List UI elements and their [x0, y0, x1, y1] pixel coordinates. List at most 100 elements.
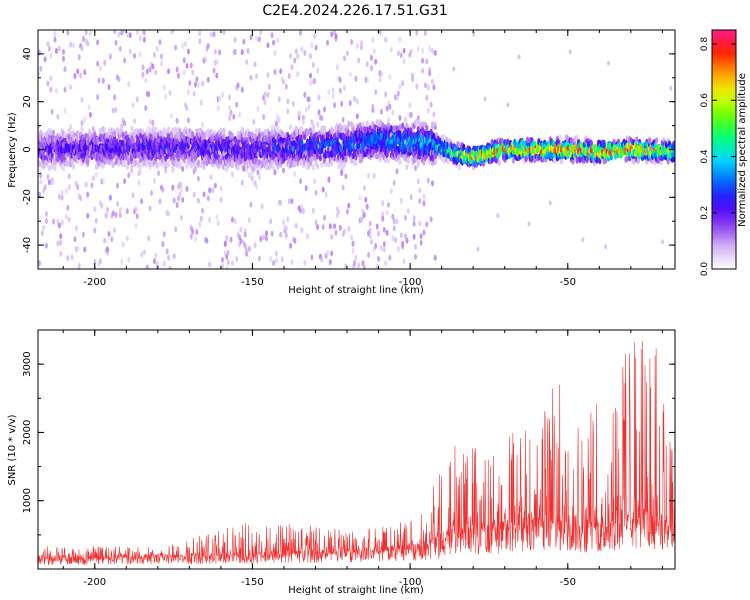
spectrogram-cell [59, 233, 63, 240]
spectrogram-cell [297, 110, 301, 117]
spectrogram-cell [347, 120, 351, 127]
spectrogram-cell [298, 159, 303, 166]
spectrogram-cell [50, 179, 54, 186]
spectrogram-cell [253, 242, 257, 249]
spectrogram-cell [331, 87, 335, 94]
spectrogram-cell [291, 100, 295, 107]
spectrogram-cell [344, 173, 348, 180]
spectrogram-cell [296, 71, 300, 77]
spectrogram-cell [364, 196, 368, 203]
spectrogram-cell [192, 90, 196, 97]
spectrogram-cell [274, 250, 278, 257]
spectrogram-cell [142, 36, 146, 43]
spectrogram-cell [303, 50, 307, 56]
spectrogram-cell [191, 228, 195, 235]
spectrogram-cell [113, 94, 117, 101]
spectrogram-cell [483, 96, 487, 102]
spectrogram-cell [277, 96, 281, 103]
spectrogram-cell [401, 240, 405, 247]
spectrogram-cell [213, 182, 217, 189]
spectrogram-cell [375, 223, 379, 230]
spectrogram-cell [144, 105, 148, 112]
spectrogram-cell [185, 185, 189, 192]
spectrogram-cell [195, 128, 199, 135]
spectrogram-cell [267, 83, 271, 90]
spectrogram-cell [184, 41, 188, 47]
spectrogram-cell [416, 46, 420, 52]
spectrogram-cell [387, 117, 390, 124]
spectrogram-cell [331, 92, 335, 99]
spectrogram-cell [57, 45, 61, 52]
spectrogram-cell [218, 49, 222, 56]
spectrogram-cell [219, 185, 223, 192]
spectrogram-cell [140, 198, 144, 205]
spectrogram-cell [191, 69, 195, 76]
spectrogram-cell [71, 163, 76, 170]
spectrogram-cell [62, 55, 65, 62]
spectrogram-cell [245, 247, 249, 254]
spectrogram-cell [414, 243, 417, 250]
spectrogram-cell [354, 75, 358, 82]
spectrogram-cell [398, 83, 402, 90]
spectrogram-cell [198, 30, 202, 37]
spectrogram-cell [433, 50, 437, 56]
spectrogram-cell [317, 109, 321, 116]
spectrogram-cell [219, 158, 223, 165]
spectrogram-cell [284, 225, 288, 232]
spectrogram-cell [384, 91, 388, 98]
spectrogram-cell [343, 228, 346, 235]
spectrogram-cell [111, 161, 115, 168]
spectrogram-cell [314, 44, 318, 51]
spectrogram-cell [179, 181, 183, 188]
spectrogram-cell [125, 31, 129, 38]
spectrogram-cell [81, 231, 85, 238]
spectrogram-cell [419, 233, 423, 240]
spectrogram-cell [208, 216, 212, 223]
spectrogram-cell [42, 224, 46, 231]
spectrogram-cell [90, 182, 94, 189]
spectrogram-cell [309, 72, 312, 79]
spectrogram-cell [226, 249, 230, 256]
spectrogram-cell [83, 116, 87, 123]
spectrogram-cell [307, 104, 311, 110]
spectrogram-cell [282, 78, 285, 85]
spectrogram-cell [273, 139, 277, 146]
spectrogram-cell [290, 64, 294, 71]
spectrogram-cell [66, 255, 70, 262]
spectrogram-cell [255, 183, 258, 190]
spectrogram-cell [368, 220, 372, 227]
spectrogram-cell [432, 111, 436, 118]
spectrogram-cell [412, 215, 416, 222]
spectrogram-cell [416, 115, 420, 121]
spectrogram-cell [330, 160, 334, 167]
spectrogram-cell [39, 65, 43, 72]
spectrogram-cell [374, 58, 378, 65]
spectrogram-cell [358, 194, 362, 201]
spectrogram-cell [212, 31, 216, 38]
spectrogram-cell [326, 39, 329, 46]
spectrogram-cell [138, 51, 142, 58]
spectrogram-cell [367, 251, 371, 258]
spectrogram-cell [135, 96, 139, 103]
spectrogram-cell [134, 159, 138, 166]
spectrogram-cell [277, 117, 281, 124]
spectrogram-cell [74, 225, 78, 232]
spectrogram-cell [211, 187, 214, 194]
spectrogram-cell [320, 256, 324, 263]
spectrogram-cell [141, 64, 145, 71]
spectrogram-cell [79, 72, 83, 79]
spectrogram-cell [135, 30, 139, 36]
spectrogram-cell [289, 242, 293, 249]
spectrogram-cell [402, 258, 406, 265]
spectrogram-cell [69, 84, 73, 91]
spectrogram-cell [103, 127, 107, 134]
spectrogram-cell [152, 258, 156, 265]
spectrogram-cell [260, 203, 264, 210]
spectrogram-cell [215, 59, 219, 66]
spectrogram-cell [175, 202, 179, 208]
spectrogram-cell [39, 172, 43, 179]
spectrogram-cell [347, 225, 351, 232]
spectrogram-cell [269, 256, 273, 262]
spectrogram-cell [321, 186, 325, 193]
spectrogram-cell [138, 169, 142, 176]
